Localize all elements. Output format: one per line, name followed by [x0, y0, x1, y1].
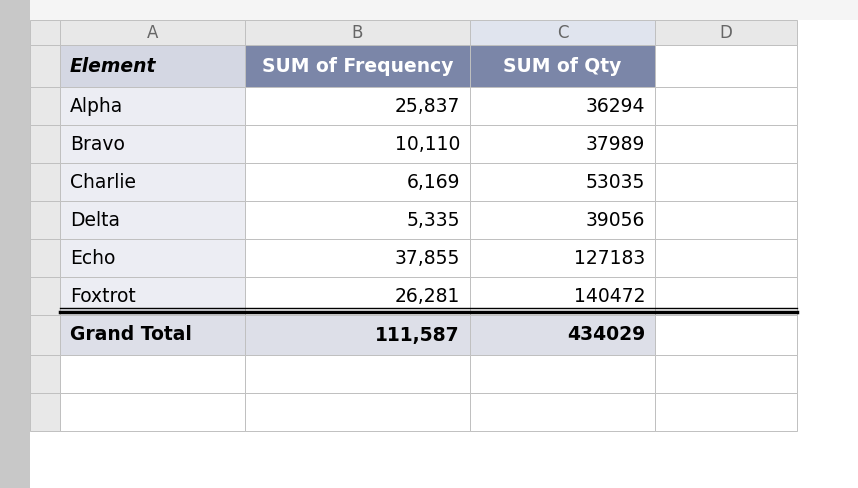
Bar — [60, 45, 245, 87]
Bar — [245, 163, 470, 201]
Bar — [245, 45, 470, 87]
Bar — [0, 0, 30, 488]
Text: 39056: 39056 — [586, 210, 645, 229]
Text: 37989: 37989 — [586, 135, 645, 154]
Bar — [30, 239, 60, 277]
Text: Foxtrot: Foxtrot — [70, 286, 136, 305]
Text: B: B — [352, 23, 363, 41]
Bar — [30, 87, 60, 125]
Text: 36294: 36294 — [585, 97, 645, 116]
Bar — [655, 277, 797, 315]
Text: D: D — [720, 23, 733, 41]
Text: Delta: Delta — [70, 210, 120, 229]
Bar — [470, 355, 655, 393]
Bar — [470, 125, 655, 163]
Bar — [245, 277, 470, 315]
Bar — [30, 0, 60, 20]
Bar — [655, 125, 797, 163]
Bar — [470, 20, 655, 45]
Bar — [245, 315, 470, 355]
Text: 25,837: 25,837 — [395, 97, 460, 116]
Text: A: A — [147, 23, 158, 41]
Bar — [30, 45, 60, 87]
Bar — [655, 393, 797, 431]
Bar — [60, 87, 245, 125]
Bar — [470, 277, 655, 315]
Bar — [655, 20, 797, 45]
Text: Echo: Echo — [70, 248, 115, 267]
Bar — [245, 125, 470, 163]
Text: 5,335: 5,335 — [407, 210, 460, 229]
Bar — [60, 163, 245, 201]
Bar — [30, 315, 60, 355]
Bar — [470, 239, 655, 277]
Bar — [655, 315, 797, 355]
Bar — [60, 393, 245, 431]
Text: Alpha: Alpha — [70, 97, 124, 116]
Bar — [655, 239, 797, 277]
Bar — [245, 201, 470, 239]
Bar — [60, 277, 245, 315]
Bar — [60, 0, 858, 20]
Text: 111,587: 111,587 — [376, 325, 460, 345]
Text: SUM of Frequency: SUM of Frequency — [262, 57, 453, 76]
Text: 127183: 127183 — [574, 248, 645, 267]
Bar — [30, 125, 60, 163]
Text: SUM of Qty: SUM of Qty — [504, 57, 622, 76]
Bar — [470, 45, 655, 87]
Text: C: C — [557, 23, 568, 41]
Bar — [30, 277, 60, 315]
Text: Bravo: Bravo — [70, 135, 125, 154]
Bar — [470, 87, 655, 125]
Text: 140472: 140472 — [573, 286, 645, 305]
Bar — [60, 315, 245, 355]
Text: Element: Element — [70, 57, 156, 76]
Bar — [470, 315, 655, 355]
Text: 26,281: 26,281 — [395, 286, 460, 305]
Bar — [60, 239, 245, 277]
Text: 6,169: 6,169 — [407, 172, 460, 191]
Bar — [655, 355, 797, 393]
Text: 434029: 434029 — [567, 325, 645, 345]
Bar — [655, 45, 797, 87]
Bar — [655, 201, 797, 239]
Bar — [60, 125, 245, 163]
Bar — [245, 20, 470, 45]
Bar — [30, 201, 60, 239]
Bar — [30, 20, 60, 45]
Bar — [245, 87, 470, 125]
Bar — [60, 355, 245, 393]
Bar — [655, 87, 797, 125]
Bar — [60, 20, 245, 45]
Bar — [30, 163, 60, 201]
Bar — [470, 201, 655, 239]
Bar — [245, 355, 470, 393]
Bar — [470, 393, 655, 431]
Text: Charlie: Charlie — [70, 172, 136, 191]
Text: 53035: 53035 — [586, 172, 645, 191]
Bar — [655, 163, 797, 201]
Text: Grand Total: Grand Total — [70, 325, 192, 345]
Bar — [245, 393, 470, 431]
Bar — [245, 239, 470, 277]
Text: 10,110: 10,110 — [395, 135, 460, 154]
Text: 37,855: 37,855 — [395, 248, 460, 267]
Bar — [30, 393, 60, 431]
Bar — [470, 163, 655, 201]
Bar — [60, 201, 245, 239]
Bar — [30, 355, 60, 393]
